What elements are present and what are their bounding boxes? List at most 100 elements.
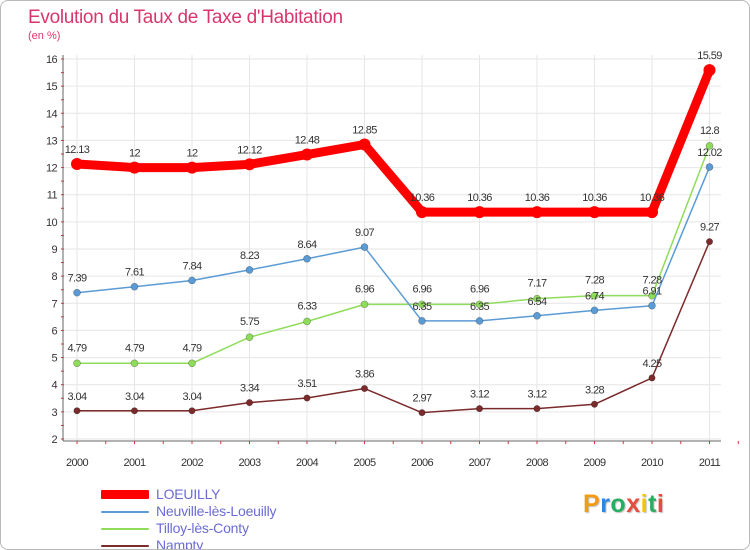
legend-swatch-nampty <box>101 545 149 547</box>
data-label: 6.35 <box>470 301 489 313</box>
y-tick-label: 6 <box>51 325 57 337</box>
data-label: 7.39 <box>67 273 86 285</box>
data-label: 3.12 <box>527 389 546 401</box>
data-label: 8.64 <box>297 239 316 251</box>
y-tick-label: 8 <box>51 271 57 283</box>
data-label: 10.36 <box>525 192 550 204</box>
data-point <box>245 266 254 274</box>
data-label: 12.02 <box>697 147 722 159</box>
data-label: 3.04 <box>125 391 144 403</box>
data-point <box>303 317 311 326</box>
data-point <box>590 291 599 300</box>
data-label: 10.36 <box>640 192 665 204</box>
data-point <box>416 206 428 219</box>
data-point <box>73 288 81 297</box>
data-point <box>533 311 541 320</box>
data-point <box>703 64 716 77</box>
data-label: 4.79 <box>67 342 86 354</box>
data-label: 10.36 <box>467 192 492 204</box>
y-tick-label: 2 <box>51 434 57 446</box>
data-label: 10.36 <box>410 192 435 204</box>
data-label: 9.07 <box>355 227 374 239</box>
data-label: 7.28 <box>585 275 604 287</box>
data-point <box>188 359 196 368</box>
series-line-2 <box>76 145 711 365</box>
data-label: 6.91 <box>642 286 661 298</box>
legend-label-loeuilly: LOEUILLY <box>156 486 221 502</box>
legend-label-nampty: Nampty <box>156 537 204 550</box>
x-tick-label: 2004 <box>296 457 319 469</box>
chart-title: Evolution du Taux de Taxe d'Habitation <box>28 7 343 28</box>
data-point <box>475 405 483 413</box>
logo-letter: i <box>656 490 665 518</box>
data-label: 12.13 <box>65 144 90 156</box>
data-point <box>73 359 81 368</box>
series-line-1 <box>76 166 711 322</box>
data-label: 7.61 <box>125 267 144 279</box>
data-label: 7.28 <box>642 275 661 287</box>
x-tick-label: 2000 <box>66 457 89 469</box>
data-label: 6.96 <box>355 283 374 295</box>
logo-letter: P <box>583 490 601 518</box>
data-label: 3.86 <box>355 369 374 381</box>
data-label: 6.96 <box>470 283 489 295</box>
data-point <box>475 317 484 325</box>
x-tick-label: 2005 <box>353 457 376 469</box>
legend-swatch-tilloy <box>101 528 149 530</box>
data-point <box>531 206 543 219</box>
value-labels: 12.13 12 12 12.12 12.48 12.85 10.36 10.36 10.36 1… <box>65 50 723 405</box>
data-point <box>360 243 369 251</box>
data-point <box>705 142 714 150</box>
data-label: 3.28 <box>585 384 604 396</box>
data-point <box>128 161 141 174</box>
data-label: 8.23 <box>240 250 259 262</box>
data-point <box>358 138 371 151</box>
legend-label-tilloy: Tilloy-lès-Conty <box>156 520 249 536</box>
data-point <box>418 409 426 417</box>
data-point <box>303 394 311 402</box>
data-point <box>186 161 198 174</box>
y-tick-label: 4 <box>51 380 57 392</box>
data-point <box>418 317 426 325</box>
data-label: 12.85 <box>352 125 377 137</box>
legend-item-loeuilly: LOEUILLY <box>101 486 361 503</box>
data-point <box>360 300 369 309</box>
data-label: 4.25 <box>642 358 661 370</box>
data-point <box>473 206 486 219</box>
data-label: 6.35 <box>412 301 431 313</box>
data-label: 12 <box>186 148 198 160</box>
data-point <box>73 407 81 415</box>
y-tick-label: 12 <box>46 163 58 175</box>
legend-item-tilloy: Tilloy-lès-Conty <box>101 520 361 537</box>
data-label: 15.59 <box>697 50 722 62</box>
data-label: 12 <box>129 148 141 160</box>
x-tick-label: 2006 <box>411 457 434 469</box>
data-label: 3.12 <box>470 389 489 401</box>
data-point <box>648 301 656 310</box>
data-label: 3.51 <box>297 378 316 390</box>
legend-swatch-neuville <box>101 511 149 513</box>
series-layer <box>71 64 716 417</box>
data-point <box>648 374 656 382</box>
logo-letter: r <box>600 490 611 518</box>
data-label: 6.54 <box>527 296 546 308</box>
data-point <box>360 385 368 393</box>
data-point <box>705 163 714 171</box>
data-label: 3.34 <box>240 383 259 395</box>
y-tick-label: 3 <box>51 407 57 419</box>
data-point <box>131 407 139 415</box>
data-point <box>303 254 311 263</box>
logo-letter: o <box>610 490 627 518</box>
data-point <box>533 405 541 413</box>
data-label: 4.79 <box>182 342 201 354</box>
data-label: 10.36 <box>582 192 607 204</box>
data-point <box>246 399 254 407</box>
data-label: 7.84 <box>182 260 201 272</box>
y-tick-label: 14 <box>46 108 58 120</box>
data-label: 9.27 <box>700 222 719 234</box>
data-point <box>590 306 599 315</box>
series-line-0 <box>72 65 714 217</box>
data-label: 7.17 <box>527 278 546 290</box>
plot-background <box>63 55 721 441</box>
x-tick-label: 2011 <box>699 457 721 469</box>
